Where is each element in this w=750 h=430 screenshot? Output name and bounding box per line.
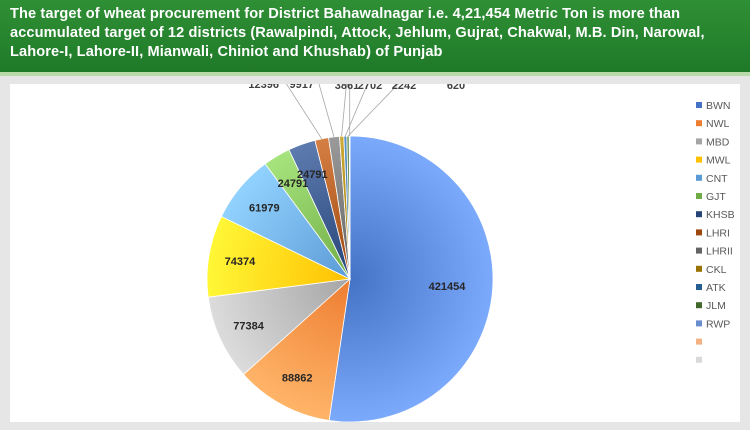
legend-label-atk: ATK — [706, 282, 726, 294]
legend-swatch-ckl — [696, 265, 702, 272]
legend-label-bwn: BWN — [706, 100, 731, 112]
legend-label-nwl: NWL — [706, 118, 729, 130]
legend-label-gjt: GJT — [706, 191, 726, 203]
legend-swatch-lhri — [696, 229, 702, 236]
leader-line-lhrii — [318, 84, 335, 138]
data-label-mwl: 74374 — [225, 256, 256, 268]
legend-swatch-bwn — [696, 102, 702, 108]
legend-label-lhrii: LHRII — [706, 246, 733, 258]
pie-slices — [206, 135, 494, 422]
leader-line-jlm — [347, 84, 399, 137]
data-label-lhri: 12396 — [248, 84, 279, 91]
banner-title: The target of wheat procurement for Dist… — [10, 6, 705, 60]
legend-swatch-jlm — [696, 302, 702, 309]
legend-swatch-cnt — [696, 174, 702, 181]
pie-slice-mwl — [206, 215, 352, 298]
legend: BWN NWL MBD MWL CNT GJT KHSB LHRI LHRII CKL ATK JLM… — [696, 100, 735, 363]
data-label-cnt: 61979 — [249, 203, 280, 215]
legend-label-khsb: KHSB — [706, 209, 735, 221]
leader-line-ckl — [341, 84, 347, 137]
chart-panel: 421454 88862 77384 74374 61979 24791 24791 1239… — [10, 84, 740, 422]
data-label-rwp: 620 — [447, 84, 465, 92]
legend-label-cnt: CNT — [706, 173, 728, 185]
leader-line-rwp — [349, 84, 351, 136]
legend-swatch-blank-2 — [696, 356, 702, 363]
data-label-atk: 2702 — [358, 84, 382, 92]
pie-slice-bwn — [328, 135, 494, 422]
data-label-khsb: 24791 — [297, 169, 328, 181]
legend-swatch-khsb — [696, 211, 702, 218]
data-label-nwl: 88862 — [282, 372, 313, 384]
legend-swatch-lhrii — [696, 247, 702, 254]
leader-line-lhri — [286, 84, 323, 140]
legend-swatch-mwl — [696, 156, 702, 163]
legend-swatch-blank-1 — [696, 338, 702, 345]
legend-swatch-mbd — [696, 138, 702, 145]
title-banner: The target of wheat procurement for Dist… — [0, 0, 750, 76]
legend-swatch-gjt — [696, 193, 702, 199]
data-label-jlm: 2242 — [392, 84, 416, 92]
data-label-gjt: 24791 — [278, 178, 309, 190]
data-label-bwn: 421454 — [429, 281, 467, 293]
data-label-lhrii: 9917 — [290, 84, 314, 91]
pie-slice-mbd — [207, 278, 352, 376]
legend-label-mbd: MBD — [706, 136, 730, 148]
legend-label-lhri: LHRI — [706, 227, 730, 239]
data-label-mbd: 77384 — [233, 320, 264, 332]
legend-swatch-atk — [696, 284, 702, 290]
legend-label-rwp: RWP — [706, 318, 730, 330]
legend-swatch-rwp — [696, 320, 702, 327]
pie-slice-nwl — [242, 277, 351, 421]
legend-label-jlm: JLM — [706, 300, 726, 312]
legend-swatch-nwl — [696, 120, 702, 127]
label-leader-lines — [286, 84, 399, 140]
legend-label-mwl: MWL — [706, 155, 731, 167]
data-label-ckl: 3861 — [335, 84, 359, 92]
legend-label-ckl: CKL — [706, 264, 727, 276]
